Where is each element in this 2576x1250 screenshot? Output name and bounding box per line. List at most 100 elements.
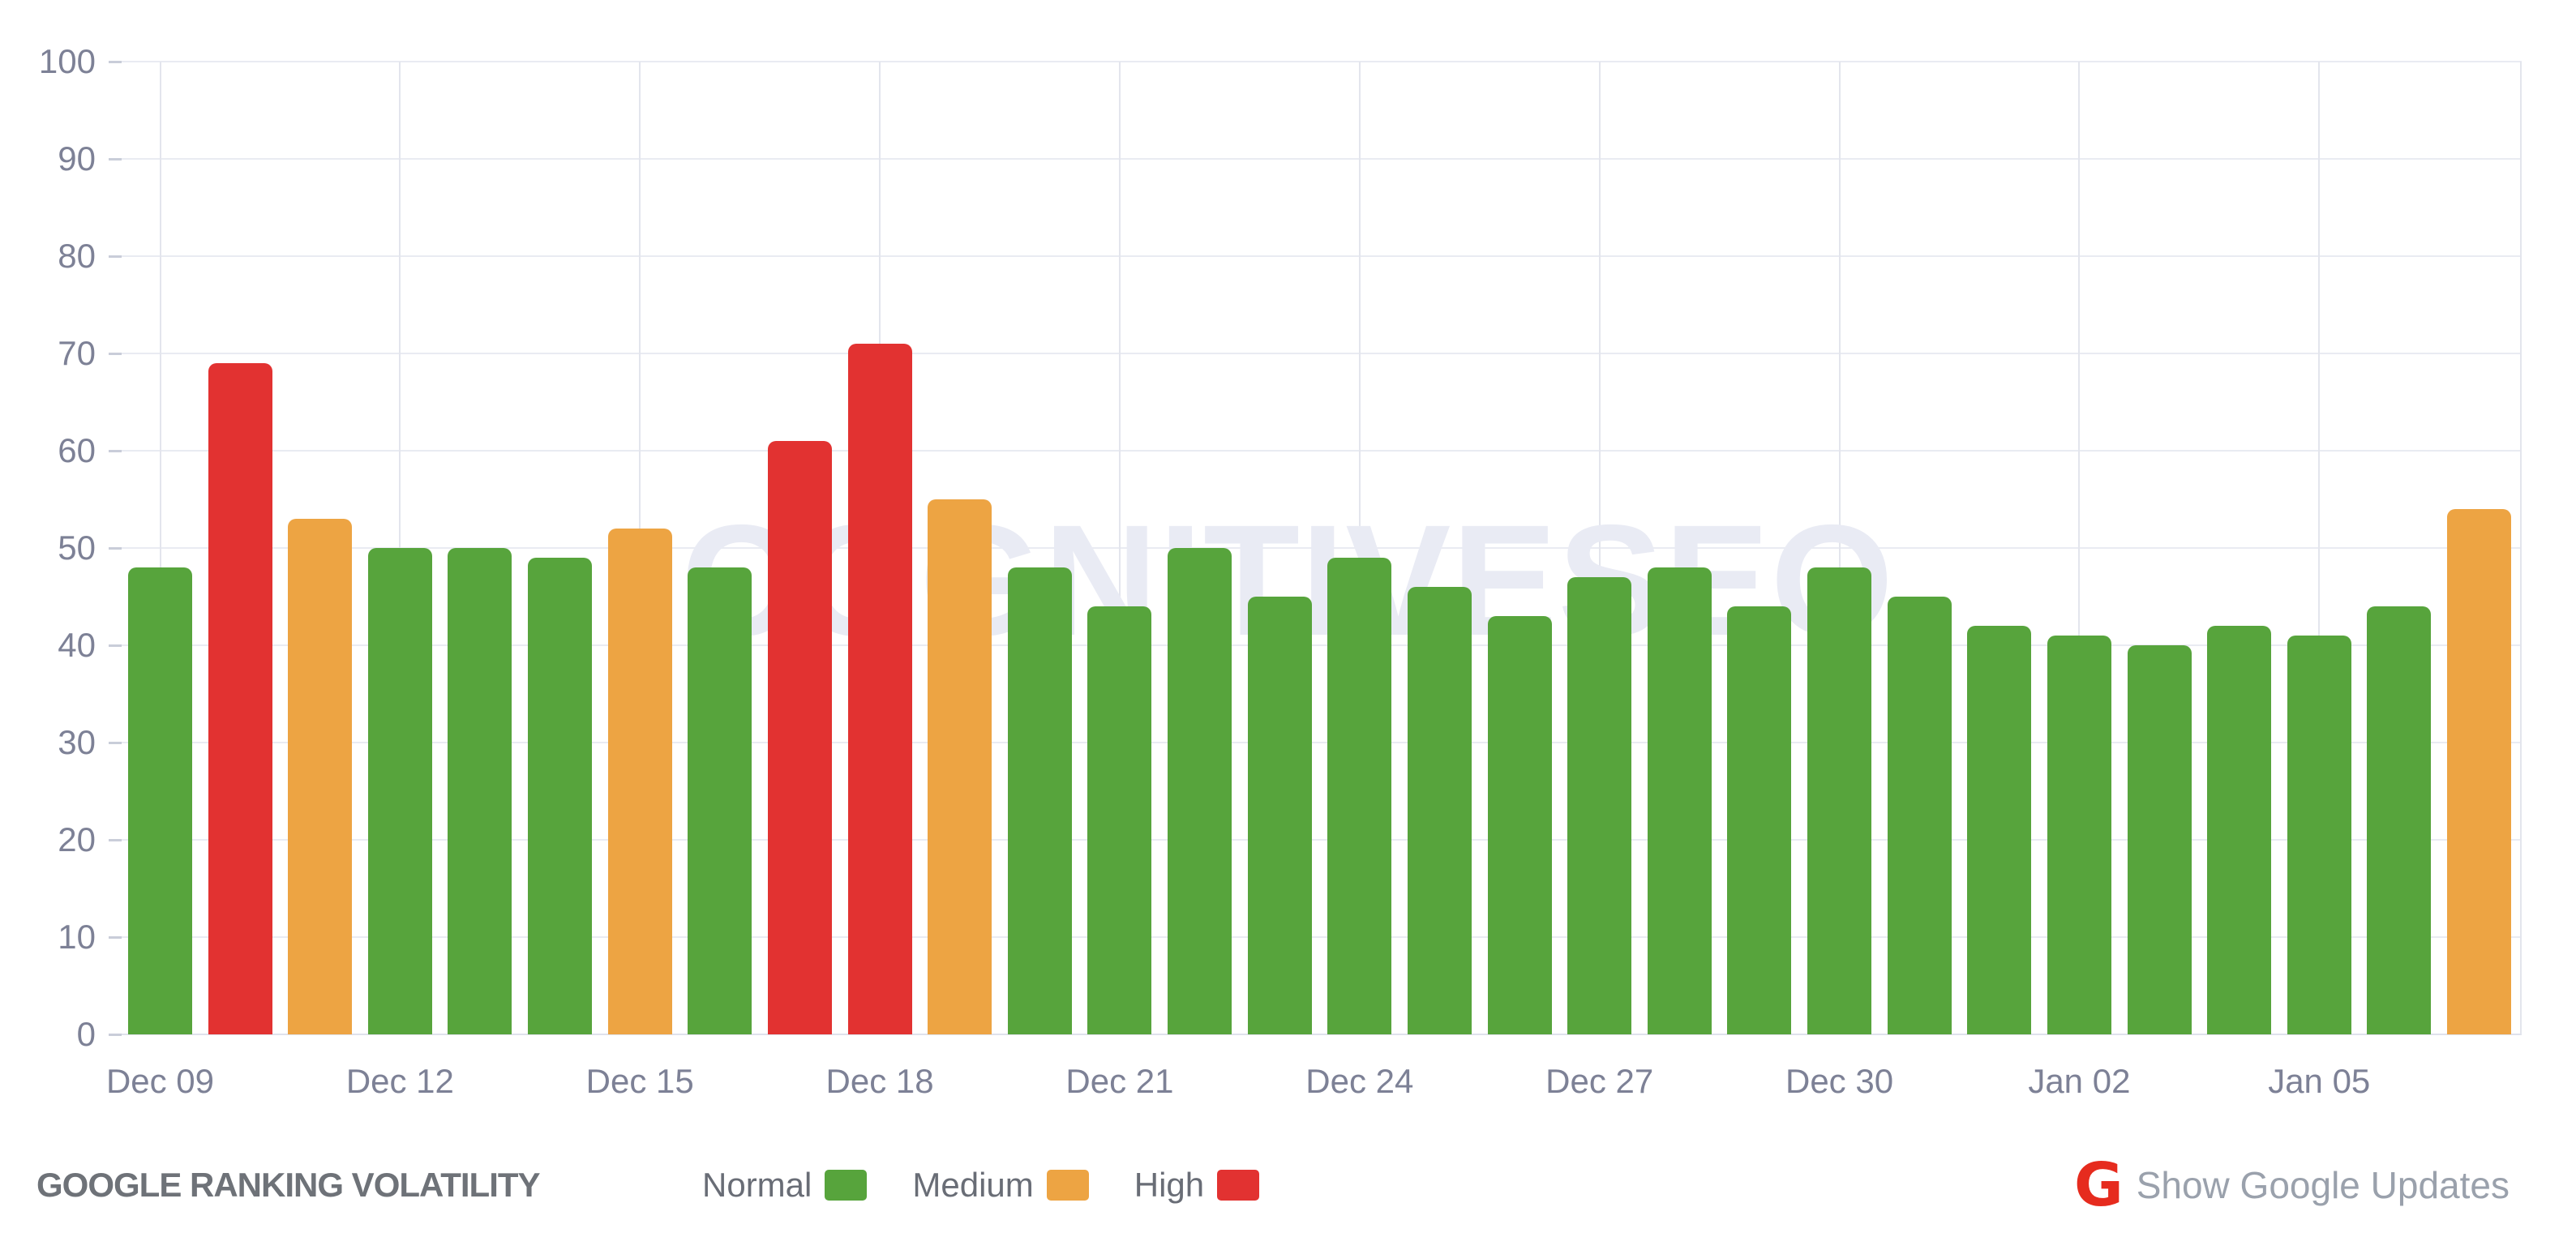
volatility-bar-Jan-05[interactable] — [2287, 636, 2351, 1034]
legend-label-normal: Normal — [702, 1166, 812, 1204]
volatility-bar-Dec-31[interactable] — [1887, 597, 1952, 1034]
gridline-x-Dec-30 — [1838, 62, 1841, 1034]
y-tick-100 — [109, 61, 122, 63]
volatility-bar-Dec-15[interactable] — [607, 529, 672, 1034]
volatility-bar-Dec-22[interactable] — [1168, 548, 1232, 1034]
legend-label-high: High — [1134, 1166, 1205, 1204]
legend-swatch-normal — [825, 1170, 868, 1201]
y-tick-20 — [109, 839, 122, 841]
y-tick-50 — [109, 547, 122, 550]
gridline-x-Jan-02 — [2078, 62, 2081, 1034]
x-axis-label-Dec-21: Dec 21 — [1065, 1062, 1174, 1100]
show-google-updates-button[interactable]: G Show Google Updates — [2074, 1154, 2510, 1216]
gridline-x-Dec-24 — [1358, 62, 1361, 1034]
volatility-bar-Dec-10[interactable] — [208, 363, 272, 1034]
volatility-bar-Jan-06[interactable] — [2367, 606, 2432, 1034]
x-axis-label-Dec-18: Dec 18 — [825, 1062, 934, 1100]
gridline-x-Jan-05 — [2318, 62, 2321, 1034]
y-axis-label-50: 50 — [58, 529, 96, 567]
gridline-y-70 — [122, 353, 2522, 354]
gridline-y-30 — [122, 742, 2522, 743]
y-axis-label-70: 70 — [58, 334, 96, 372]
x-axis-label-Jan-02: Jan 02 — [2028, 1062, 2131, 1100]
volatility-bar-Dec-12[interactable] — [367, 548, 432, 1034]
volatility-bar-Dec-27[interactable] — [1567, 577, 1632, 1034]
y-axis-label-20: 20 — [58, 820, 96, 858]
y-tick-80 — [109, 255, 122, 258]
volatility-bar-Jan-07[interactable] — [2447, 509, 2511, 1034]
y-tick-0 — [109, 1034, 122, 1036]
legend-swatch-medium — [1046, 1170, 1089, 1201]
x-axis-label-Dec-30: Dec 30 — [1785, 1062, 1894, 1100]
x-axis-label-Dec-12: Dec 12 — [345, 1062, 454, 1100]
volatility-bar-Jan-01[interactable] — [1967, 626, 2032, 1034]
volatility-bar-Dec-23[interactable] — [1247, 597, 1312, 1034]
x-axis-label-Dec-24: Dec 24 — [1305, 1062, 1414, 1100]
volatility-bar-Dec-24[interactable] — [1327, 558, 1392, 1034]
legend-swatch-high — [1217, 1170, 1260, 1201]
legend-item-medium: Medium — [912, 1166, 1089, 1205]
legend-item-high: High — [1134, 1166, 1260, 1205]
plot-right-border — [2520, 62, 2522, 1034]
y-tick-10 — [109, 936, 122, 939]
gridline-y-0 — [122, 1034, 2522, 1035]
google-g-icon: G — [2073, 1150, 2124, 1220]
chart-title: GOOGLE RANKING VOLATILITY — [36, 1166, 541, 1204]
volatility-bar-Dec-19[interactable] — [928, 499, 992, 1034]
x-axis-label-Dec-09: Dec 09 — [105, 1062, 215, 1100]
y-tick-30 — [109, 742, 122, 744]
volatility-bar-Dec-09[interactable] — [128, 567, 192, 1034]
volatility-bar-Dec-18[interactable] — [847, 344, 912, 1034]
y-tick-70 — [109, 353, 122, 355]
gridline-y-90 — [122, 158, 2522, 160]
volatility-bar-Dec-30[interactable] — [1807, 567, 1872, 1034]
y-axis-label-10: 10 — [58, 918, 96, 956]
plot-area: COGNITIVESEO — [109, 61, 2522, 1036]
volatility-bar-Dec-25[interactable] — [1407, 587, 1472, 1034]
gridline-y-100 — [122, 61, 2522, 62]
gridline-x-Dec-21 — [1118, 62, 1121, 1034]
gridline-y-60 — [122, 450, 2522, 452]
x-axis: Dec 09 Dec 12 Dec 15 Dec 18 Dec 21 Dec 24 Dec … — [106, 1059, 2522, 1107]
volatility-bar-Dec-17[interactable] — [767, 441, 832, 1034]
volatility-bar-Jan-02[interactable] — [2047, 636, 2111, 1034]
y-axis-label-100: 100 — [38, 42, 96, 80]
gridline-y-20 — [122, 839, 2522, 841]
y-axis: 0 10 20 30 40 50 60 70 80 90 100 — [0, 42, 96, 1053]
volatility-bar-Dec-16[interactable] — [688, 567, 752, 1034]
volatility-bar-Dec-21[interactable] — [1087, 606, 1152, 1034]
gridline-y-10 — [122, 936, 2522, 938]
gridline-x-Dec-27 — [1598, 62, 1601, 1034]
legend-item-normal: Normal — [702, 1166, 868, 1205]
gridline-y-50 — [122, 547, 2522, 549]
bars-layer — [122, 62, 2522, 1034]
volatility-bar-Jan-03[interactable] — [2127, 645, 2192, 1034]
volatility-bar-Dec-11[interactable] — [288, 519, 353, 1034]
x-axis-label-Dec-27: Dec 27 — [1545, 1062, 1654, 1100]
legend-label-medium: Medium — [912, 1166, 1034, 1204]
y-tick-90 — [109, 158, 122, 161]
x-axis-label-Jan-05: Jan 05 — [2268, 1062, 2371, 1100]
y-axis-label-80: 80 — [58, 237, 96, 275]
show-google-updates-label: Show Google Updates — [2136, 1164, 2510, 1206]
legend: Normal Medium High — [702, 1159, 1260, 1211]
x-axis-label-Dec-15: Dec 15 — [585, 1062, 694, 1100]
y-axis-label-30: 30 — [58, 723, 96, 761]
volatility-bar-Dec-26[interactable] — [1487, 616, 1552, 1034]
y-axis-label-60: 60 — [58, 431, 96, 469]
volatility-bar-Dec-14[interactable] — [528, 558, 593, 1034]
y-tick-60 — [109, 450, 122, 452]
volatility-bar-Jan-04[interactable] — [2207, 626, 2272, 1034]
y-axis-label-40: 40 — [58, 626, 96, 664]
y-axis-label-0: 0 — [76, 1015, 96, 1053]
volatility-bar-Dec-20[interactable] — [1007, 567, 1072, 1034]
y-tick-40 — [109, 644, 122, 647]
gridline-x-Dec-09 — [159, 62, 161, 1034]
y-axis-label-90: 90 — [58, 139, 96, 178]
volatility-bar-Dec-29[interactable] — [1727, 606, 1792, 1034]
gridline-y-40 — [122, 644, 2522, 646]
volatility-bar-Dec-28[interactable] — [1647, 567, 1712, 1034]
volatility-bar-Dec-13[interactable] — [448, 548, 512, 1034]
gridline-y-80 — [122, 255, 2522, 257]
